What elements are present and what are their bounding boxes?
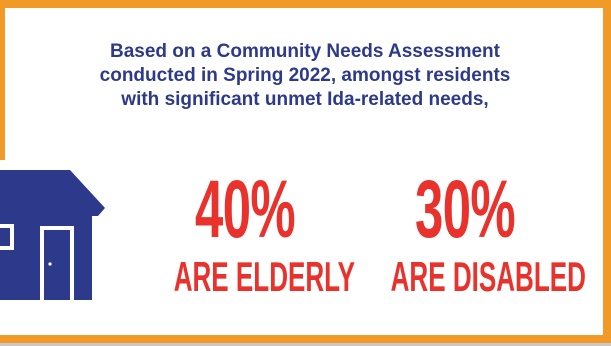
stat-disabled-percent: 30% xyxy=(415,164,516,255)
intro-text: Based on a Community Needs Assessment co… xyxy=(40,40,570,112)
border-right xyxy=(603,0,611,343)
stat-elderly-percent: 40% xyxy=(195,164,296,255)
border-shadow xyxy=(0,343,611,346)
stat-elderly-label: ARE ELDERLY xyxy=(173,253,356,300)
border-bottom xyxy=(0,335,611,343)
stat-elderly: 40% ARE ELDERLY xyxy=(130,165,360,299)
intro-line-2: conducted in Spring 2022, amongst reside… xyxy=(99,65,511,86)
house-icon xyxy=(0,170,105,300)
intro-line-1: Based on a Community Needs Assessment xyxy=(110,41,500,62)
stat-disabled: 30% ARE DISABLED xyxy=(345,164,586,300)
intro-line-3: with significant unmet Ida-related needs… xyxy=(121,89,489,110)
stat-disabled-label: ARE DISABLED xyxy=(390,253,586,300)
border-top xyxy=(0,0,611,8)
border-left xyxy=(0,0,5,160)
